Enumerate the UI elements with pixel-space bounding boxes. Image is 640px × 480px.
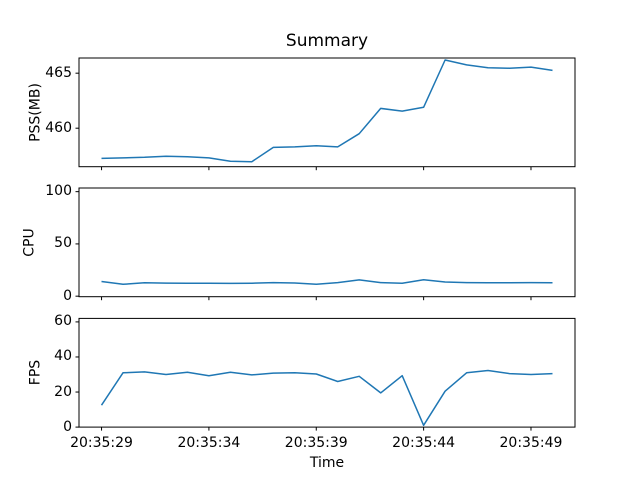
y-tick-label: 0 xyxy=(63,287,72,304)
y-tick-label: 0 xyxy=(63,418,72,435)
series-line-pss(mb) xyxy=(101,59,553,163)
series-line-fps xyxy=(100,369,553,427)
y-axis-label: PSS(MB) xyxy=(27,82,44,142)
y-axis-label: CPU xyxy=(21,228,38,257)
x-tick-label: 20:35:44 xyxy=(392,435,456,451)
x-axis-label: Time xyxy=(309,455,345,471)
y-tick-label: 460 xyxy=(45,119,72,136)
plot-border xyxy=(78,187,576,298)
x-tick-label: 20:35:34 xyxy=(177,435,241,451)
y-tick-label: 100 xyxy=(45,183,72,200)
axes-cpu xyxy=(75,187,576,301)
y-tick-label: 465 xyxy=(45,64,72,81)
y-axis-label: FPS xyxy=(27,360,44,386)
x-tick-label: 20:35:39 xyxy=(284,435,348,451)
plot-border xyxy=(78,57,576,168)
axes-pss xyxy=(75,57,576,171)
figure-title: Summary xyxy=(285,31,369,51)
y-tick-label: 20 xyxy=(54,383,72,400)
axes-fps xyxy=(75,317,576,431)
series-line-cpu xyxy=(101,278,553,286)
y-tick-label: 40 xyxy=(54,348,72,365)
x-tick-label: 20:35:49 xyxy=(499,435,563,451)
x-tick-label: 20:35:29 xyxy=(70,435,133,451)
y-tick-label: 60 xyxy=(54,313,72,330)
y-tick-label: 50 xyxy=(54,235,72,252)
plot-border xyxy=(78,317,576,428)
